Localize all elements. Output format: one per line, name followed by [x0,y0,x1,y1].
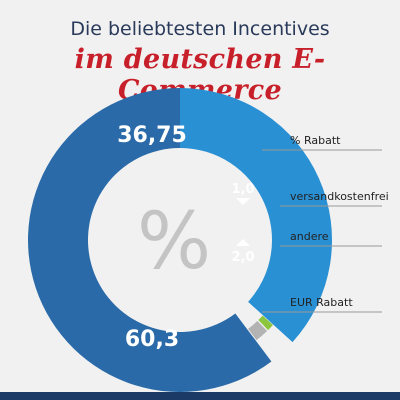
data-label-eur-rabatt: 60,3 [125,327,179,352]
legend-label-rabatt: % Rabatt [290,134,341,147]
arrow-down-marker [236,198,250,205]
legend-label-eur-rabatt: EUR Rabatt [290,296,353,309]
data-label-versandkostenfrei: 1,0 [231,182,254,197]
legend-label-andere: andere [290,230,329,243]
bottom-bar [0,392,400,400]
data-label-andere: 2,0 [231,250,254,265]
donut-slice-versandkostenfrei [258,315,273,331]
donut-slice-rabatt [180,88,332,343]
donut-hole [89,149,271,331]
donut-slice-andere [248,320,268,341]
legend-label-versandkostenfrei: versandkostenfrei [290,190,389,203]
donut-slice-eur-rabatt [28,88,272,392]
data-label-rabatt: 36,75 [117,123,187,148]
chart-title-line1: Die beliebtesten Incentives [70,18,330,40]
center-percent-symbol: % [137,197,211,287]
arrow-up-marker [236,239,250,246]
